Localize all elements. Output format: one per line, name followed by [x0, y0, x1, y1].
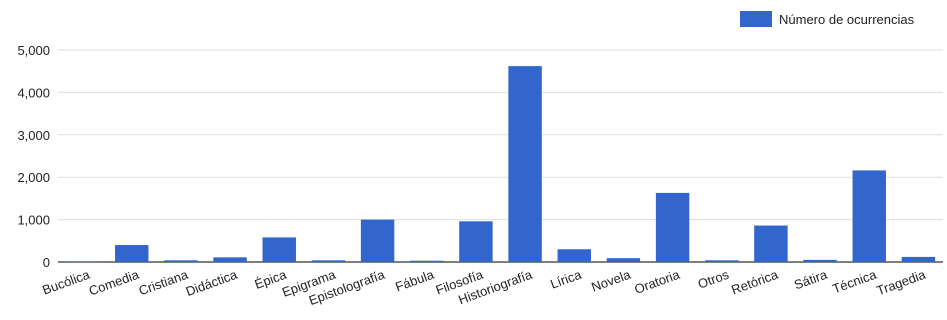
- x-category-label: Otros: [696, 267, 731, 292]
- x-category-label: Oratoria: [632, 266, 682, 296]
- x-category-label: Novela: [589, 266, 633, 294]
- y-tick-label: 5,000: [17, 43, 50, 58]
- bar[interactable]: [213, 257, 247, 262]
- x-category-label: Didáctica: [184, 266, 240, 299]
- y-tick-label: 3,000: [17, 128, 50, 143]
- legend-label: Número de ocurrencias: [779, 12, 915, 27]
- bar[interactable]: [508, 66, 542, 262]
- bar[interactable]: [606, 258, 641, 262]
- x-category-label: Técnica: [830, 266, 879, 296]
- legend-swatch: [740, 11, 772, 27]
- bar[interactable]: [262, 237, 296, 262]
- bar[interactable]: [360, 219, 395, 262]
- y-tick-label: 4,000: [17, 85, 50, 100]
- x-category-label: Tragedia: [875, 266, 929, 298]
- x-category-label: Fábula: [393, 266, 436, 294]
- legend[interactable]: Número de ocurrencias: [740, 11, 915, 27]
- bar[interactable]: [705, 260, 739, 262]
- bar[interactable]: [311, 260, 346, 262]
- gridlines: [58, 49, 943, 263]
- bar[interactable]: [655, 192, 690, 262]
- y-tick-label: 1,000: [17, 213, 50, 228]
- x-category-label: Sátira: [792, 266, 830, 292]
- bar[interactable]: [459, 221, 493, 262]
- bar[interactable]: [901, 256, 936, 262]
- x-category-label: Lírica: [548, 266, 584, 291]
- y-axis-tick-labels: 0 1,000 2,000 3,000 4,000 5,000: [17, 43, 50, 270]
- bar[interactable]: [852, 170, 886, 262]
- bar[interactable]: [803, 259, 837, 262]
- bar[interactable]: [754, 225, 788, 262]
- x-category-label: Comedia: [87, 266, 142, 298]
- bar[interactable]: [164, 260, 198, 262]
- x-category-label: Retórica: [729, 266, 780, 297]
- bar[interactable]: [115, 245, 149, 262]
- y-tick-label: 0: [43, 255, 50, 270]
- bars: [65, 66, 936, 262]
- y-tick-label: 2,000: [17, 170, 50, 185]
- bar[interactable]: [557, 249, 591, 262]
- x-category-label: Cristiana: [137, 266, 191, 298]
- bar[interactable]: [410, 260, 444, 262]
- x-category-label: Bucólica: [40, 266, 92, 297]
